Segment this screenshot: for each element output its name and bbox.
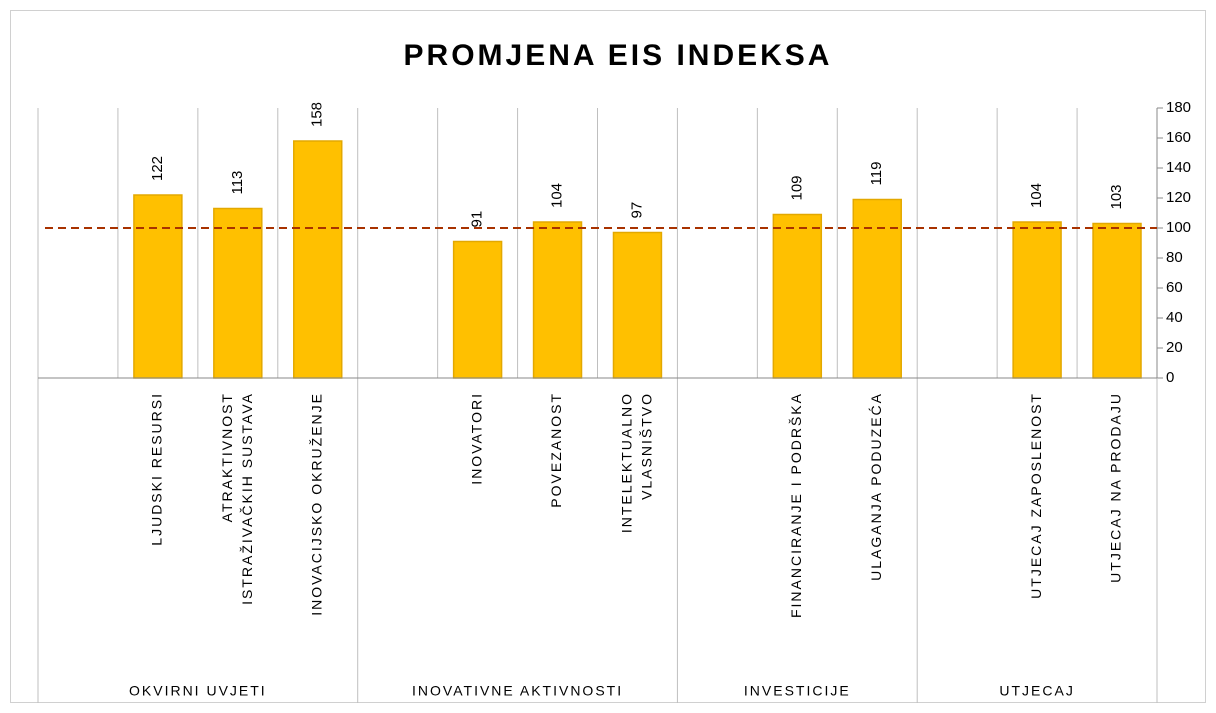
bar [1092, 222, 1142, 379]
value-label: 104 [549, 183, 566, 208]
y-tick-label: 140 [1166, 159, 1191, 176]
value-label: 122 [149, 156, 166, 181]
bar [213, 207, 263, 379]
value-label: 104 [1028, 183, 1045, 208]
bar [612, 231, 663, 379]
y-tick-label: 80 [1166, 249, 1183, 266]
bar [852, 198, 902, 379]
x-tick-label: ATRAKTIVNOST ISTRAŽIVAČKIH SUSTAVA [219, 392, 255, 605]
group-label: INVESTICIJE [744, 683, 851, 699]
y-tick-label: 40 [1166, 309, 1183, 326]
bar [1012, 221, 1062, 379]
bar [452, 240, 503, 379]
y-tick-label: 180 [1166, 99, 1191, 116]
value-label: 113 [229, 171, 246, 195]
y-tick-label: 100 [1166, 219, 1191, 236]
y-tick-label: 160 [1166, 129, 1191, 146]
y-tick-label: 20 [1166, 339, 1183, 356]
group-label: INOVATIVNE AKTIVNOSTI [412, 683, 623, 699]
bar [532, 221, 583, 379]
y-tick-label: 120 [1166, 189, 1191, 206]
value-label: 119 [868, 162, 885, 186]
x-tick-label: POVEZANOST [548, 392, 564, 508]
group-label: OKVIRNI UVJETI [129, 683, 267, 699]
x-tick-label: INTELEKTUALNO VLASNIŠTVO [618, 392, 654, 533]
x-tick-label: INOVACIJSKO OKRUŽENJE [308, 392, 324, 616]
value-label: 109 [788, 175, 805, 200]
group-label: UTJECAJ [999, 683, 1074, 699]
y-tick-label: 60 [1166, 279, 1183, 296]
x-tick-label: UTJECAJ NA PRODAJU [1108, 392, 1124, 583]
y-tick-label: 0 [1166, 369, 1174, 386]
value-label: 91 [469, 211, 486, 228]
x-tick-label: LJUDSKI RESURSI [149, 392, 165, 546]
x-tick-label: UTJECAJ ZAPOSLENOST [1028, 392, 1044, 599]
chart-title: PROMJENA EIS INDEKSA [404, 39, 833, 72]
bar [772, 213, 823, 379]
bar [133, 194, 183, 379]
value-label: 97 [628, 202, 645, 219]
value-label: 158 [309, 102, 326, 127]
x-tick-label: FINANCIRANJE I PODRŠKA [788, 392, 804, 618]
value-label: 103 [1108, 184, 1125, 209]
x-tick-label: INOVATORI [468, 392, 484, 485]
bar [293, 140, 343, 379]
chart-border [10, 10, 1206, 703]
x-tick-label: ULAGANJA PODUZEĆA [868, 392, 884, 581]
